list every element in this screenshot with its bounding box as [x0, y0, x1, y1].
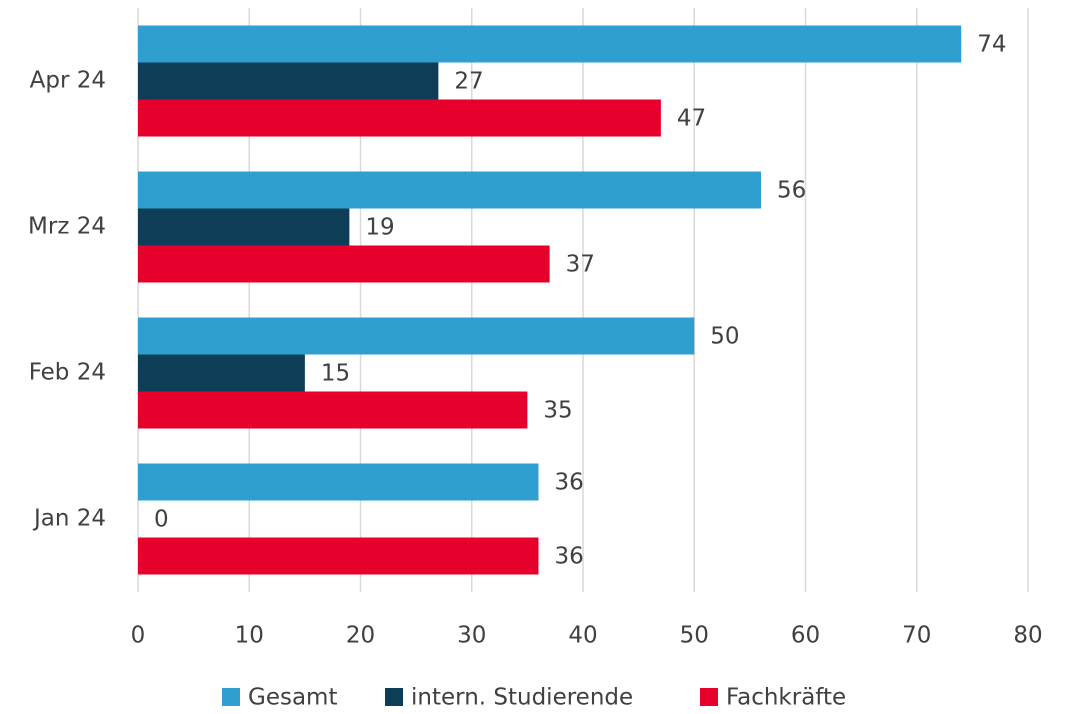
- data-label: 56: [777, 178, 806, 204]
- x-tick-label: 40: [568, 623, 597, 649]
- bar: [138, 391, 528, 429]
- data-label: 27: [454, 69, 483, 95]
- y-tick-label: Mrz 24: [28, 214, 106, 240]
- y-tick-label: Jan 24: [32, 506, 106, 532]
- x-tick-label: 80: [1013, 623, 1042, 649]
- bar: [138, 354, 305, 392]
- x-tick-label: 50: [680, 623, 709, 649]
- x-tick-label: 0: [131, 623, 146, 649]
- x-tick-label: 10: [235, 623, 264, 649]
- bar: [138, 317, 695, 355]
- legend-swatch: [700, 688, 718, 706]
- data-label: 36: [555, 544, 584, 570]
- bar: [138, 99, 661, 137]
- bar: [138, 171, 761, 209]
- y-tick-label: Apr 24: [30, 68, 106, 94]
- y-tick-label: Feb 24: [29, 360, 106, 386]
- data-label: 36: [555, 470, 584, 496]
- bar: [138, 537, 539, 575]
- bar: [138, 463, 539, 501]
- legend-swatch: [222, 688, 240, 706]
- x-tick-label: 20: [346, 623, 375, 649]
- data-label: 35: [543, 398, 572, 424]
- x-tick-label: 30: [457, 623, 486, 649]
- x-tick-label: 60: [791, 623, 820, 649]
- bar: [138, 208, 350, 246]
- bar: [138, 25, 962, 63]
- data-label: 47: [677, 106, 706, 132]
- bar: [138, 62, 439, 100]
- legend-label: intern. Studierende: [411, 685, 633, 711]
- data-label: 19: [365, 215, 394, 241]
- x-tick-label: 70: [902, 623, 931, 649]
- data-label: 50: [710, 324, 739, 350]
- data-label: 15: [321, 361, 350, 387]
- bar: [138, 245, 550, 283]
- legend-swatch: [385, 688, 403, 706]
- legend-label: Gesamt: [248, 685, 337, 711]
- data-label: 37: [566, 252, 595, 278]
- legend-label: Fachkräfte: [726, 685, 846, 711]
- data-label: 74: [977, 32, 1006, 58]
- data-label: 0: [154, 507, 169, 533]
